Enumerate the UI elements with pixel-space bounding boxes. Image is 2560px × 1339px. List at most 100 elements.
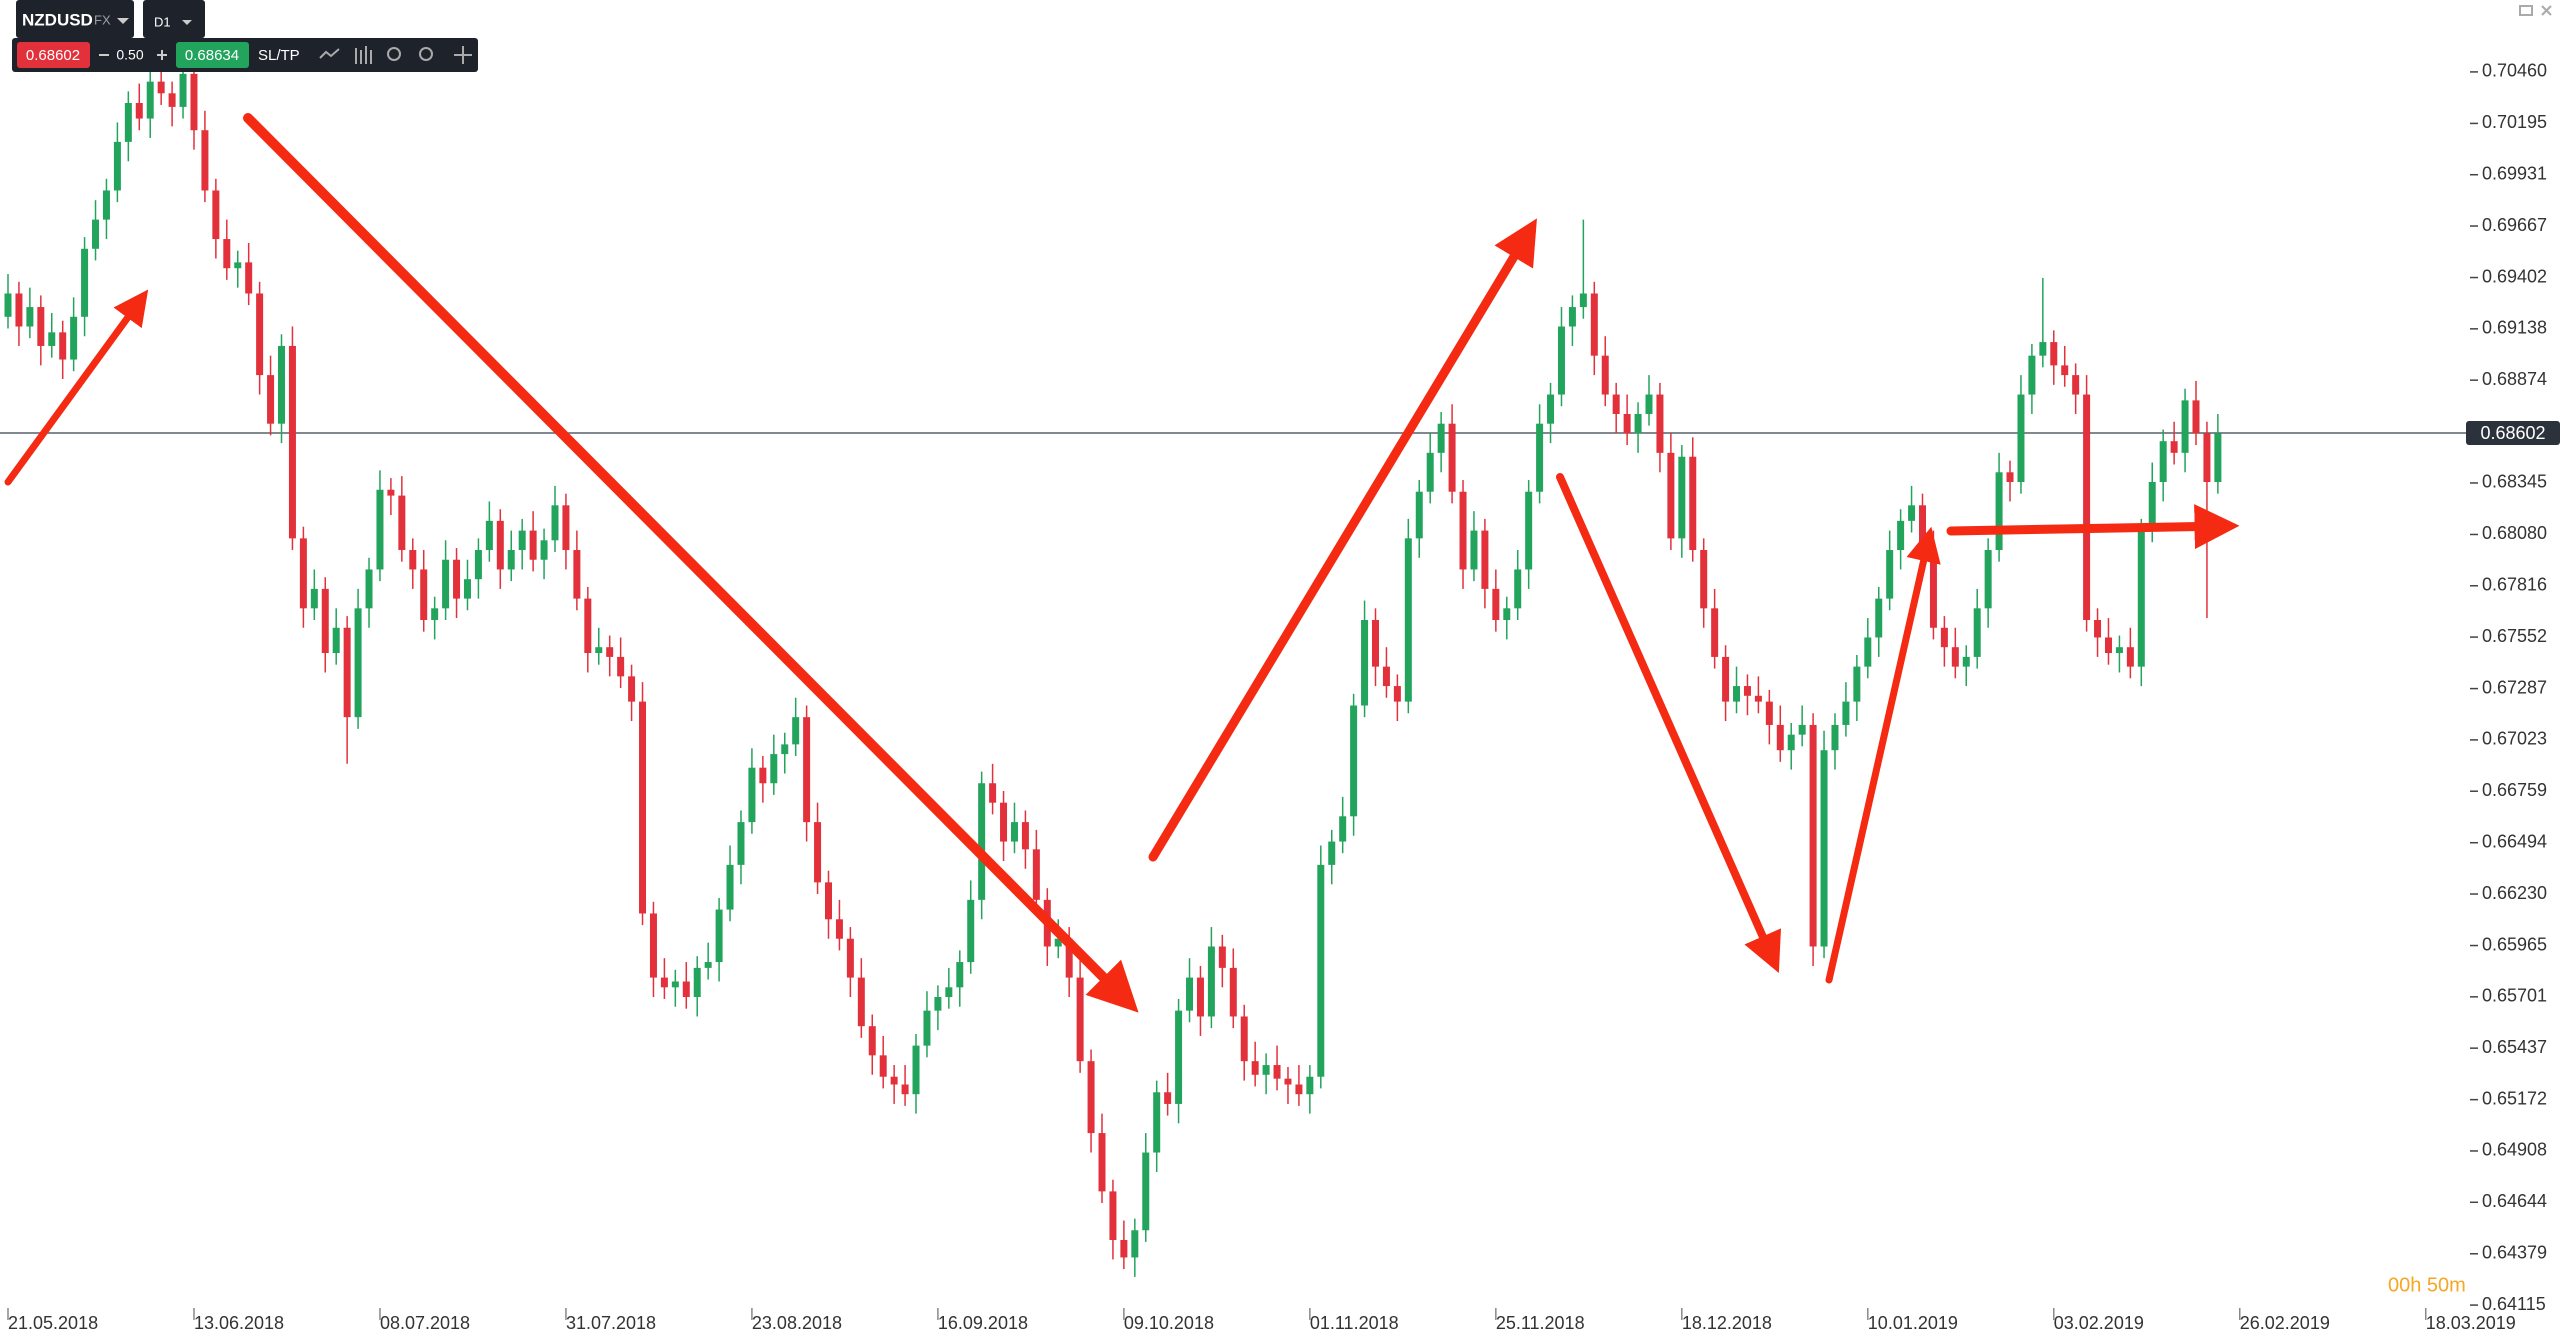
candle-body (1470, 530, 1478, 570)
sell-button[interactable] (17, 42, 90, 68)
symbol-box[interactable] (16, 0, 134, 38)
candle-body (1601, 355, 1609, 395)
candle-body (1645, 394, 1653, 414)
candle-body (474, 550, 482, 580)
candle-body (551, 505, 559, 541)
pan-tool[interactable] (454, 46, 472, 64)
window-controls (2519, 5, 2552, 16)
window-button[interactable] (2519, 5, 2533, 16)
candle-body (2104, 637, 2112, 654)
y-tick-label: 0.69402 (2482, 266, 2547, 286)
candle-body (2126, 647, 2134, 667)
candle-body (1328, 841, 1336, 865)
candle-body (715, 909, 723, 963)
candle-body (1656, 394, 1664, 453)
candle-body (1054, 938, 1062, 947)
candle-body (1087, 1061, 1095, 1134)
candle-body (617, 656, 625, 677)
candle-body (989, 783, 997, 803)
candle-body (463, 579, 471, 599)
dropdown[interactable] (182, 20, 192, 25)
candle-body (1262, 1065, 1270, 1075)
candle-body (2170, 441, 2178, 453)
candle-body (595, 647, 603, 654)
candle-body (1229, 967, 1237, 1017)
y-tick-label: 0.67287 (2482, 677, 2547, 697)
symbol[interactable]: NZDUSD (22, 10, 93, 29)
candle-body (223, 239, 231, 269)
candle-body (420, 569, 428, 620)
dropdown[interactable] (117, 18, 129, 24)
y-tick-label: 0.69667 (2482, 215, 2547, 235)
candle-body (1251, 1061, 1259, 1075)
candle-body (934, 997, 942, 1011)
candle-body (81, 248, 89, 317)
candle-body (1372, 619, 1379, 667)
candle-body (343, 627, 351, 718)
candle-body (901, 1084, 909, 1095)
y-tick-label: 0.70195 (2482, 112, 2547, 132)
x-tick-label: 25.11.2018 (1496, 1313, 1585, 1333)
candle-body (135, 103, 143, 119)
line-tool[interactable] (319, 48, 340, 59)
y-tick-label: 0.64115 (2482, 1294, 2546, 1314)
x-tick-label: 08.07.2018 (380, 1313, 470, 1333)
candle-body (518, 530, 526, 551)
zoom-in[interactable] (419, 47, 433, 61)
buy-button[interactable] (176, 42, 249, 68)
candle-body (1350, 705, 1358, 817)
arrow (1556, 473, 1781, 973)
bid[interactable]: 0.68602 (26, 47, 80, 64)
zoom-out[interactable] (387, 47, 401, 61)
x-tick-label: 18.12.2018 (1682, 1313, 1772, 1333)
candle-body (1382, 666, 1390, 687)
candle-body (868, 1026, 876, 1056)
candle-body (562, 505, 570, 551)
candle-body (1415, 491, 1423, 539)
candle-body (1853, 666, 1861, 702)
candle-body (1568, 307, 1576, 327)
candle-body (1536, 423, 1544, 492)
arrow (243, 113, 1139, 1013)
candle-body (321, 588, 329, 654)
candle-body (102, 190, 110, 220)
candle-body (1295, 1084, 1303, 1095)
candle-body (1722, 656, 1730, 702)
candle-body (1098, 1133, 1106, 1192)
plus[interactable] (157, 50, 167, 60)
timeframe[interactable]: D1 (154, 14, 171, 29)
close-button[interactable] (2541, 5, 2552, 16)
candle-body (190, 73, 198, 131)
candle-body (726, 864, 734, 910)
candle-body (26, 307, 34, 327)
candle-body (2181, 400, 2189, 453)
candle-body (2017, 394, 2025, 482)
candle-body (1973, 608, 1981, 657)
timeframe-box[interactable] (143, 0, 205, 38)
toolbar: NZDUSD FX D1 0.68602 0.50 0.68634 SL/TP (12, 0, 478, 72)
candle-body (1984, 550, 1992, 609)
candle-body (639, 701, 647, 914)
ask[interactable]: 0.68634 (185, 47, 239, 64)
candle-body (1404, 538, 1412, 702)
candle-body (1010, 822, 1018, 842)
market: FX (94, 12, 111, 27)
candle-body (1317, 864, 1325, 1077)
arrow (1148, 218, 1537, 862)
candle-body (737, 822, 745, 865)
candle-body (157, 81, 165, 94)
y-tick-label: 0.66759 (2482, 780, 2547, 800)
candle-body (70, 316, 78, 360)
candle-body (113, 141, 121, 191)
candle-body (124, 103, 132, 142)
sltp[interactable]: SL/TP (258, 47, 300, 64)
candle-body (15, 293, 23, 327)
last-price-label: 0.68602 (2480, 423, 2545, 443)
candle-body (1000, 802, 1008, 842)
bars-tool[interactable] (355, 46, 372, 64)
candle-body (912, 1045, 920, 1095)
candle-body (179, 73, 187, 107)
candle-body (945, 987, 953, 998)
y-tick-label: 0.67552 (2482, 626, 2547, 646)
